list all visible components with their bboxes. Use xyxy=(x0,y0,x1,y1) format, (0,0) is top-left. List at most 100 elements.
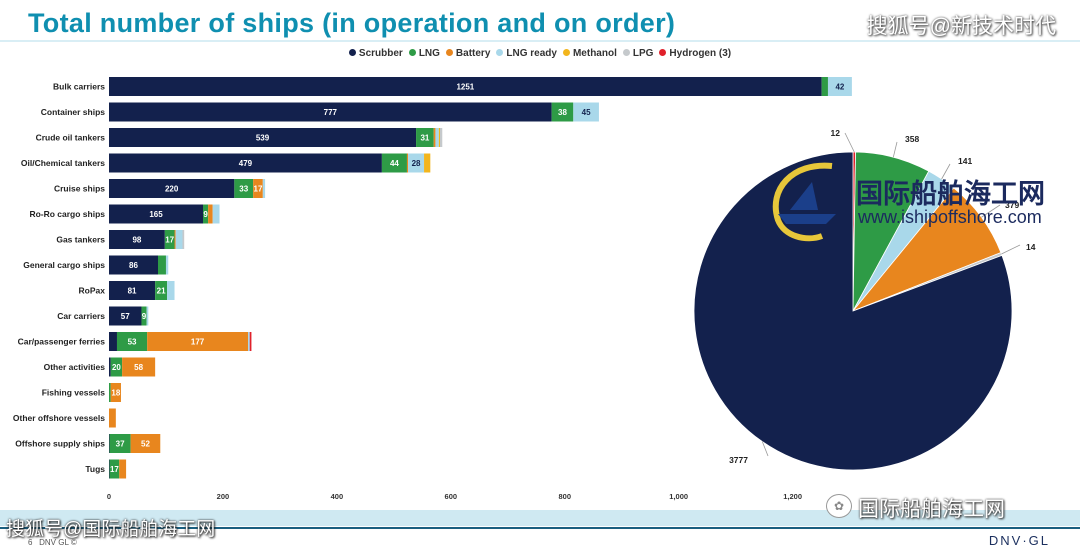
pie-leader-line xyxy=(1001,244,1021,255)
bar-segment xyxy=(203,204,209,224)
bar-segment xyxy=(249,332,252,351)
bar-segment xyxy=(109,434,110,453)
legend-item: Hydrogen (3) xyxy=(659,48,731,59)
category-label: Cruise ships xyxy=(54,184,105,194)
bar-segment xyxy=(439,128,443,147)
bar-segment xyxy=(109,332,117,351)
bar-segment xyxy=(122,357,156,377)
bar-segment xyxy=(109,434,131,453)
bar-segment xyxy=(438,128,440,147)
bar-segment xyxy=(248,332,250,351)
bar-segment xyxy=(110,383,121,402)
logo-url: www.ishipoffshore.com xyxy=(858,207,1042,227)
bar-segment xyxy=(262,179,266,198)
category-label: Oil/Chemical tankers xyxy=(21,158,105,168)
category-label: Bulk carriers xyxy=(53,82,105,92)
bar-segment xyxy=(109,230,165,249)
bar-segment xyxy=(109,408,116,428)
pie-value-label: 358 xyxy=(905,134,919,144)
legend-swatch xyxy=(562,48,570,56)
legend-label: Hydrogen (3) xyxy=(669,48,732,59)
category-label: Other offshore vessels xyxy=(13,413,105,423)
page-number: 6 xyxy=(28,538,33,547)
x-tick-label: 1,200 xyxy=(783,492,802,501)
bar-segment xyxy=(130,434,161,453)
bar-segment xyxy=(109,306,142,326)
bar-data-label: 17 xyxy=(254,185,263,194)
legend-swatch xyxy=(348,48,356,56)
bar-segment xyxy=(435,128,439,147)
bar-data-label: 38 xyxy=(558,108,567,117)
pie-value-label: 379 xyxy=(1005,200,1019,210)
category-label: Offshore supply ships xyxy=(15,439,105,449)
bar-segment xyxy=(147,332,249,351)
bar-segment xyxy=(109,459,110,479)
pie-slice xyxy=(693,151,1013,471)
bar-segment xyxy=(109,204,204,224)
legend: Scrubber LNG Battery LNG ready Methanol LPG Hy… xyxy=(0,48,1080,59)
bar-segment xyxy=(182,230,185,249)
category-label: Car carriers xyxy=(57,311,105,321)
bar-data-label: 28 xyxy=(412,159,421,168)
bar-segment xyxy=(109,357,111,377)
category-label: Ro-Ro cargo ships xyxy=(29,209,105,219)
category-label: Container ships xyxy=(41,107,106,117)
bar-data-label: 31 xyxy=(420,134,429,143)
bar-segment xyxy=(406,153,409,173)
bar-segment xyxy=(234,179,254,198)
pie-leader-line xyxy=(941,163,951,180)
bar-data-label: 18 xyxy=(111,389,120,398)
bar-segment xyxy=(174,230,176,249)
chart-title: Total number of ships (in operation and … xyxy=(28,8,676,38)
bar-data-label: 58 xyxy=(134,363,143,372)
bar-segment xyxy=(116,332,148,351)
bar-data-label: 220 xyxy=(165,185,179,194)
category-label: Fishing vessels xyxy=(42,388,106,398)
bar-segment xyxy=(109,383,111,402)
x-tick-label: 0 xyxy=(107,492,111,501)
category-label: General cargo ships xyxy=(23,260,105,270)
bottom-divider xyxy=(0,527,1080,529)
category-label: Other activities xyxy=(44,362,106,372)
pie-value-label: 3777 xyxy=(729,455,748,465)
footer-brand: DNV·GL xyxy=(988,533,1050,548)
x-tick-label: 800 xyxy=(559,492,572,501)
bar-segment xyxy=(551,102,574,122)
bar-segment xyxy=(208,204,213,224)
bar-data-label: 42 xyxy=(835,83,844,92)
bar-data-label: 9 xyxy=(142,312,147,321)
legend-item: LNG ready xyxy=(496,48,557,59)
bar-segment xyxy=(165,255,169,275)
legend-swatch xyxy=(496,48,504,56)
pie-leader-line xyxy=(844,132,855,153)
x-tick-label: 200 xyxy=(217,492,230,501)
legend-label: Methanol xyxy=(572,48,617,59)
x-tick-label: 400 xyxy=(331,492,344,501)
bar-data-label: 21 xyxy=(157,287,166,296)
legend-swatch xyxy=(408,48,416,56)
legend-item: Methanol xyxy=(562,48,617,59)
bar-data-label: 37 xyxy=(116,440,125,449)
bar-segment xyxy=(157,255,166,275)
category-label: Gas tankers xyxy=(56,235,105,245)
bar-segment xyxy=(119,459,127,479)
bar-segment xyxy=(164,230,175,249)
bar-segment xyxy=(433,128,436,147)
bar-data-label: 479 xyxy=(239,159,253,168)
bar-segment xyxy=(109,102,552,122)
bar-data-label: 45 xyxy=(582,108,591,117)
legend-swatch xyxy=(445,48,453,56)
bar-data-label: 33 xyxy=(239,185,248,194)
bar-segment xyxy=(110,357,123,377)
bar-segment xyxy=(109,459,120,479)
category-label: Car/passenger ferries xyxy=(18,337,106,347)
legend-swatch xyxy=(659,48,667,56)
x-tick-label: 600 xyxy=(445,492,458,501)
bar-data-label: 17 xyxy=(110,465,119,474)
legend-label: Scrubber xyxy=(358,48,403,59)
legend-label: Battery xyxy=(455,48,491,59)
bar-data-label: 57 xyxy=(121,312,130,321)
bar-segment xyxy=(821,77,828,96)
bar-segment xyxy=(109,281,156,300)
